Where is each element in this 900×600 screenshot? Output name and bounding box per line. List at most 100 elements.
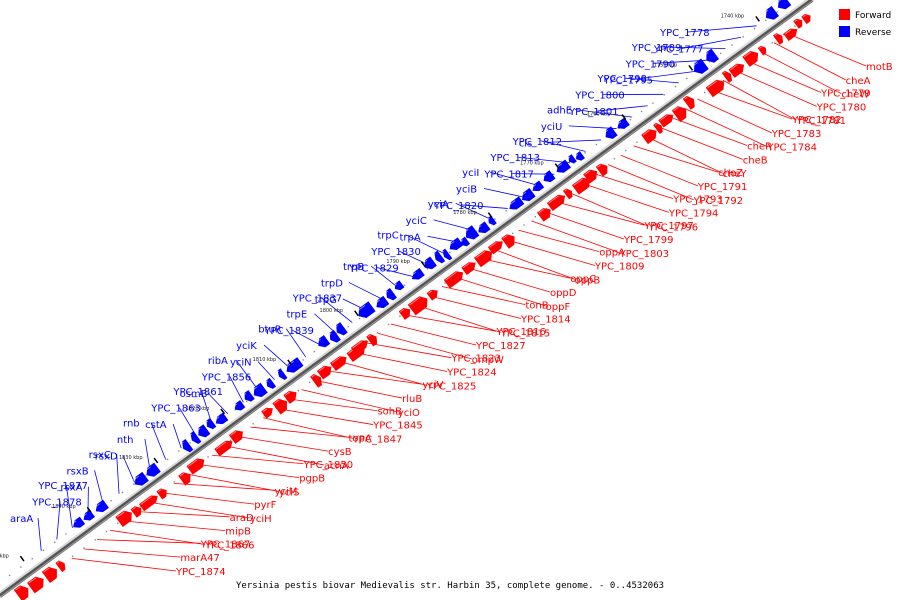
track-dot: [358, 317, 361, 320]
axis-tick-label: 1840 kbp: [52, 504, 76, 510]
track-dot: [629, 118, 632, 121]
axis-tick-mark: [86, 506, 92, 513]
leader-line: [263, 344, 291, 369]
axis-tick-mark: [554, 163, 560, 169]
reverse-gene-feature: [384, 288, 397, 301]
forward-gene-feature: [272, 398, 287, 415]
leader-line: [597, 105, 648, 112]
reverse-gene-feature: [691, 58, 709, 74]
gene-label: YPC_1799: [623, 235, 674, 246]
leader-line: [687, 25, 757, 33]
reverse-gene-feature: [251, 382, 268, 398]
axis-tick-label: 1780 kbp: [453, 210, 477, 216]
reverse-gene-feature: [603, 126, 618, 139]
leader-line: [625, 77, 679, 84]
reverse-gene-feature: [441, 248, 453, 261]
gene-label: yciM: [275, 486, 298, 497]
track-dot: [189, 441, 191, 444]
track-dot: [207, 456, 209, 458]
gene-label: pyrF: [254, 500, 276, 511]
reverse-gene-feature: [410, 267, 425, 280]
axis-tick-label: 1790 kbp: [386, 259, 410, 265]
leader-line: [320, 296, 353, 323]
reverse-gene-feature: [334, 322, 348, 336]
leader-line: [339, 361, 427, 386]
track-dot: [229, 439, 232, 442]
axis-tick-mark: [220, 408, 226, 415]
map-caption: Yersinia pestis biovar Medievalis str. H…: [236, 581, 664, 591]
gene-label: oppC: [570, 274, 596, 285]
reverse-gene-feature: [776, 0, 792, 10]
leader-line: [199, 464, 300, 479]
gene-label: yciB: [456, 185, 477, 196]
track-dot: [505, 210, 508, 212]
gene-label: oppF: [546, 302, 571, 313]
track-dot: [742, 36, 745, 38]
leader-line: [697, 98, 772, 134]
legend: Forward Reverse: [839, 9, 892, 38]
leader-line: [658, 126, 743, 160]
gene-label: YPC_1798: [596, 74, 647, 85]
gene-label: trpD: [321, 278, 343, 289]
axis-tick-label: 1820 kbp: [186, 406, 210, 412]
leader-line: [748, 61, 822, 93]
gene-label: YPC_1790: [625, 59, 676, 70]
gene-label: rsxA: [60, 483, 82, 494]
leader-line: [150, 422, 167, 460]
track-dot: [771, 41, 774, 44]
reverse-gene-feature: [476, 221, 491, 234]
leader-line: [314, 379, 403, 399]
track-dot: [764, 19, 767, 22]
track-dot: [636, 141, 638, 143]
reverse-gene-feature: [763, 5, 780, 20]
gene-label: YPC_1863: [150, 404, 201, 415]
reverse-gene-feature: [205, 417, 217, 430]
reverse-gene-feature: [520, 188, 536, 202]
track-dot: [624, 149, 627, 152]
forward-gene-feature: [330, 356, 347, 372]
reverse-gene-feature: [542, 170, 556, 183]
gene-label: trpB: [343, 262, 364, 273]
leader-line: [671, 117, 748, 146]
axis-tick-label: 1760 kbp: [587, 112, 611, 118]
track-dot: [302, 359, 304, 361]
track-dot: [308, 381, 311, 384]
axis-tick-mark: [487, 212, 493, 218]
axis-ticks: 1850 kbp 1840 kbp 1830 kbp 1820 kbp 1810 kbp…: [0, 14, 760, 562]
leader-line: [144, 438, 151, 471]
leader-line: [684, 107, 768, 148]
leader-line: [595, 173, 674, 199]
axis-tick-mark: [688, 65, 694, 71]
forward-gene-feature: [641, 129, 657, 145]
track-dot: [110, 499, 112, 502]
gene-label: YPC_1847: [352, 434, 403, 445]
gene-label: araA: [10, 514, 33, 525]
gene-label: ribA: [208, 356, 228, 367]
forward-gene-feature: [571, 177, 590, 195]
leader-line: [348, 282, 384, 301]
track-dot: [53, 541, 56, 543]
gene-label: trpA: [400, 232, 421, 243]
gene-label: YPC_1824: [446, 368, 497, 379]
forward-gene-feature: [186, 458, 205, 475]
gene-label: tonB: [525, 301, 548, 312]
forward-gene-feature: [228, 430, 243, 444]
reverse-gene-feature: [196, 424, 211, 438]
forward-gene-feature: [138, 495, 158, 512]
leader-line: [710, 89, 793, 120]
forward-gene-feature: [783, 28, 798, 42]
gene-label: yciA: [428, 199, 449, 210]
axis-tick-label: 1770 kbp: [520, 161, 544, 167]
gene-label: cheW: [841, 90, 869, 101]
track-dot: [448, 251, 451, 254]
reverse-gene-feature: [463, 225, 480, 240]
leader-line: [633, 145, 719, 173]
leader-line: [569, 192, 649, 227]
reverse-gene-feature: [82, 509, 95, 521]
leader-line: [399, 250, 431, 266]
leader-line: [735, 70, 817, 107]
track-dot: [399, 315, 401, 317]
track-dot: [534, 215, 537, 218]
gene-label: YPC_1800: [574, 91, 625, 102]
